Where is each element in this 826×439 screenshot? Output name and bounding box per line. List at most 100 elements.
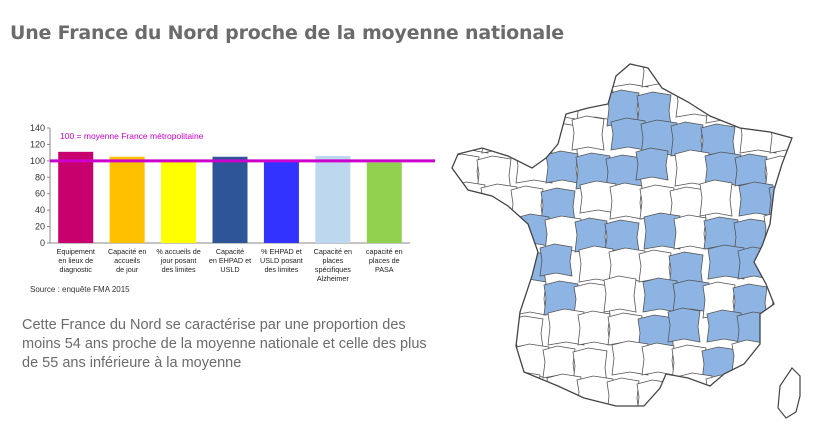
y-tick-label: 120 xyxy=(30,139,45,149)
x-category-label: Capacité en EHPAD et USLD xyxy=(209,247,251,274)
department xyxy=(578,245,614,283)
bar xyxy=(109,156,145,243)
department xyxy=(675,84,713,118)
department xyxy=(765,90,792,124)
x-category-label: Capacité en accueils de jour xyxy=(108,247,146,274)
body-text: Cette France du Nord se caractérise par … xyxy=(22,317,427,371)
department xyxy=(611,340,649,376)
department-highlighted xyxy=(766,313,792,349)
department xyxy=(546,373,582,406)
bar xyxy=(315,155,351,243)
department xyxy=(452,246,483,280)
department xyxy=(479,248,515,286)
department xyxy=(675,372,713,406)
department xyxy=(482,341,518,379)
y-tick-label: 60 xyxy=(35,189,45,199)
department xyxy=(609,182,643,220)
department xyxy=(735,376,771,406)
department xyxy=(641,408,677,436)
department xyxy=(507,371,541,406)
department xyxy=(674,149,710,187)
department xyxy=(699,179,733,217)
department-highlighted xyxy=(604,219,640,253)
department xyxy=(512,409,546,436)
department-highlighted xyxy=(539,243,573,277)
department xyxy=(576,375,614,406)
department xyxy=(452,283,480,319)
department-highlighted xyxy=(642,277,678,313)
slide-title: Une France du Nord proche de la moyenne … xyxy=(10,22,564,44)
department xyxy=(542,411,578,436)
department-highlighted xyxy=(545,150,579,184)
department xyxy=(571,403,605,406)
department xyxy=(452,181,486,217)
department xyxy=(641,342,675,376)
y-tick-label: 20 xyxy=(35,222,45,232)
department xyxy=(542,64,576,91)
y-tick-label: 40 xyxy=(35,205,45,215)
bar xyxy=(212,156,248,243)
department xyxy=(606,377,640,406)
department xyxy=(770,64,792,91)
department xyxy=(735,88,771,124)
department xyxy=(452,64,477,85)
chart-source: Source : enquête FMA 2015 xyxy=(30,285,130,294)
department-highlighted xyxy=(635,147,669,181)
department xyxy=(767,248,792,286)
reference-line-label: 100 = moyenne France métropolitaine xyxy=(60,131,204,141)
department-highlighted xyxy=(475,211,509,247)
department xyxy=(770,341,792,379)
corsica-island xyxy=(777,367,801,419)
department xyxy=(705,374,739,406)
department-highlighted xyxy=(643,212,681,250)
y-tick-label: 0 xyxy=(40,238,45,248)
department xyxy=(452,88,483,124)
department xyxy=(571,115,605,151)
x-category-label: capacité en places de PASA xyxy=(366,247,403,274)
department-highlighted xyxy=(707,244,745,280)
bar xyxy=(263,160,299,243)
department xyxy=(603,275,637,313)
department xyxy=(673,214,707,250)
department xyxy=(477,378,515,406)
bar xyxy=(161,161,197,243)
department xyxy=(636,379,672,406)
department-highlighted xyxy=(738,181,774,217)
department xyxy=(452,311,486,349)
department xyxy=(483,276,521,310)
department xyxy=(579,180,617,214)
x-category-label: % accueils de jour posant des limites xyxy=(156,247,200,274)
x-category-label: Capacité en places spécifiques Alzheimer xyxy=(314,247,352,283)
department xyxy=(671,64,707,94)
department xyxy=(701,64,739,94)
y-tick-label: 80 xyxy=(35,172,45,182)
x-category-label: Equipement en lieux de diagnostic xyxy=(57,247,95,274)
department-highlighted xyxy=(703,216,739,250)
department xyxy=(477,90,515,124)
department-highlighted xyxy=(672,279,710,313)
bar-chart: 0 20 40 60 80 100 120 140 Equipement en lieux de d… xyxy=(30,123,435,283)
department-highlighted xyxy=(452,218,483,256)
department xyxy=(507,83,541,121)
department xyxy=(482,64,518,91)
department xyxy=(577,310,611,346)
department xyxy=(512,64,550,91)
department xyxy=(542,345,576,379)
france-departments-map xyxy=(451,63,801,436)
department-highlighted xyxy=(700,123,736,157)
department xyxy=(452,404,489,406)
department xyxy=(513,278,547,316)
department xyxy=(638,249,672,283)
department xyxy=(478,313,512,349)
department xyxy=(572,64,608,97)
x-category-label: % EHPAD et USLD posant des limites xyxy=(260,247,303,274)
bar xyxy=(58,151,94,243)
department xyxy=(511,120,547,154)
department xyxy=(482,407,514,436)
department-highlighted xyxy=(706,309,742,343)
y-tick-label: 100 xyxy=(30,156,45,166)
department xyxy=(610,405,646,406)
department xyxy=(481,118,515,154)
department xyxy=(452,153,480,187)
department xyxy=(671,410,703,436)
